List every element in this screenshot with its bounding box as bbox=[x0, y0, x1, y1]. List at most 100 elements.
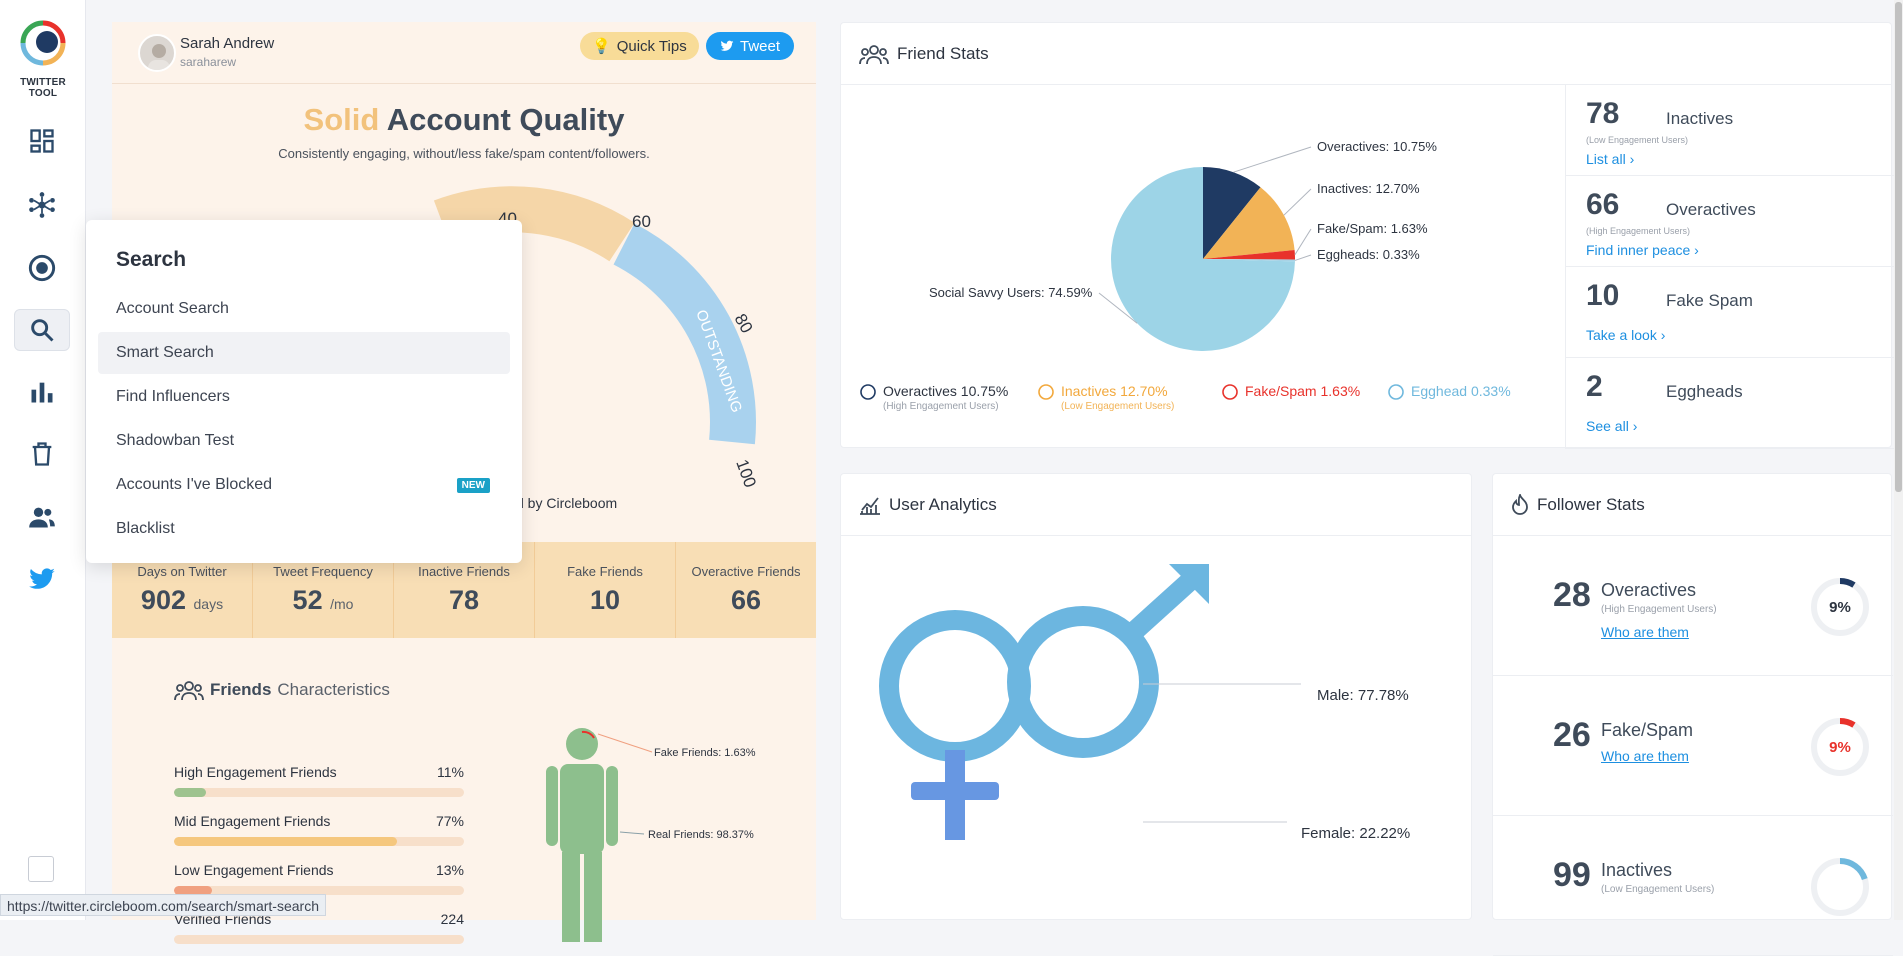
stat-unit: /mo bbox=[330, 596, 354, 612]
stat-cell: Tweet Frequency 52 /mo bbox=[253, 542, 394, 638]
summary-count: 78 bbox=[1586, 97, 1620, 130]
real-friends-label: Real Friends: 98.37% bbox=[648, 829, 754, 841]
legend-label: Overactives 10.75% bbox=[883, 383, 1009, 399]
dropdown-title: Search bbox=[116, 248, 187, 271]
quality-level: Solid bbox=[303, 102, 380, 137]
bar-value: 11% bbox=[437, 764, 464, 780]
nav-dashboard[interactable] bbox=[14, 120, 70, 162]
gauge-band-solid bbox=[433, 186, 635, 262]
gauge-tick: 100 bbox=[732, 457, 760, 490]
egg-icon bbox=[1388, 384, 1404, 400]
legend-text: Fake/Spam 1.63% bbox=[1245, 383, 1360, 399]
summary-item: 78 Inactives (Low Engagement Users) List al… bbox=[1566, 85, 1894, 176]
pie-slice[interactable] bbox=[1111, 167, 1295, 351]
friends-characteristics-title: Friends Characteristics bbox=[174, 678, 390, 702]
nav-delete[interactable] bbox=[14, 433, 70, 475]
follower-stats-header: Follower Stats bbox=[1493, 474, 1891, 536]
flame-icon bbox=[1512, 493, 1528, 515]
follower-count: 26 bbox=[1553, 716, 1591, 754]
menu-item-label: Blacklist bbox=[116, 520, 175, 537]
friends-group-icon bbox=[859, 44, 889, 64]
pie-slice[interactable] bbox=[1203, 167, 1261, 259]
stat-cell: Inactive Friends 78 bbox=[394, 542, 535, 638]
summary-count: 10 bbox=[1586, 279, 1620, 312]
bar-fill bbox=[174, 788, 206, 797]
friend-stats-pie: Overactives: 10.75% Inactives: 12.70% Fake… bbox=[929, 139, 1437, 351]
summary-link[interactable]: See all › bbox=[1586, 418, 1638, 434]
stat-label: Fake Friends bbox=[567, 564, 643, 579]
engagement-bar-row: High Engagement Friends 11% bbox=[174, 764, 464, 797]
trash-icon bbox=[32, 442, 52, 466]
page-scrollbar[interactable] bbox=[1894, 0, 1903, 920]
nav-analytics[interactable] bbox=[14, 371, 70, 413]
follower-stats-card: Follower Stats 28 Overactives (High Engage… bbox=[1492, 473, 1893, 956]
app-logo[interactable]: TWITTER TOOL bbox=[12, 20, 74, 99]
nav-users[interactable] bbox=[14, 496, 70, 538]
quick-tips-button[interactable]: 💡 Quick Tips bbox=[580, 32, 699, 60]
summary-link[interactable]: Take a look › bbox=[1586, 327, 1666, 343]
who-are-them-link[interactable]: Who are them bbox=[1601, 748, 1689, 764]
summary-name: Fake Spam bbox=[1666, 291, 1753, 310]
summary-name: Inactives bbox=[1666, 109, 1734, 128]
tweet-button[interactable]: Tweet bbox=[706, 32, 795, 60]
search-dropdown: Search Account Search Smart Search Find … bbox=[86, 220, 522, 563]
stat-number: 52 bbox=[292, 585, 323, 615]
stat-number: 66 bbox=[730, 585, 762, 615]
menu-account-search[interactable]: Account Search bbox=[98, 288, 510, 330]
card-title: Follower Stats bbox=[1537, 494, 1645, 514]
who-are-them-link[interactable]: Who are them bbox=[1601, 624, 1689, 640]
menu-item-label: Account Search bbox=[116, 300, 229, 317]
menu-item-label: Find Influencers bbox=[116, 388, 230, 405]
summary-link[interactable]: List all › bbox=[1586, 151, 1635, 167]
pie-label: Overactives: 10.75% bbox=[1317, 139, 1437, 154]
twitter-bird-icon bbox=[720, 40, 734, 51]
profile-header: Sarah Andrew saraharew 💡 Quick Tips Twee… bbox=[112, 22, 816, 84]
menu-item-label: Smart Search bbox=[116, 344, 214, 361]
legend-sub: (Low Engagement Users) bbox=[1061, 401, 1175, 412]
stat-label: Inactive Friends bbox=[418, 564, 510, 579]
scrollbar-thumb[interactable] bbox=[1895, 2, 1902, 492]
menu-find-influencers[interactable]: Find Influencers bbox=[98, 376, 510, 418]
profile-handle: saraharew bbox=[180, 55, 237, 69]
nav-search[interactable] bbox=[14, 309, 70, 351]
bar-value: 77% bbox=[435, 813, 464, 829]
bar-fill bbox=[174, 886, 212, 895]
pie-slice[interactable] bbox=[1203, 187, 1295, 259]
menu-smart-search[interactable]: Smart Search bbox=[98, 332, 510, 374]
stat-unit: days bbox=[193, 596, 224, 612]
pie-slice[interactable] bbox=[1203, 250, 1295, 260]
male-symbol bbox=[1007, 606, 1159, 758]
menu-item-label: Accounts I've Blocked bbox=[116, 476, 273, 493]
status-bar-url: https://twitter.circleboom.com/search/sm… bbox=[0, 894, 326, 916]
gauge-band-outstanding bbox=[613, 223, 756, 445]
account-avatar[interactable] bbox=[28, 856, 54, 882]
female-symbol bbox=[879, 610, 1031, 762]
gauge-tick: 60 bbox=[632, 212, 651, 231]
fake-friends-label: Fake Friends: 1.63% bbox=[654, 747, 756, 759]
pie-slice[interactable] bbox=[1203, 259, 1295, 262]
female-label: Female: 22.22% bbox=[1301, 825, 1411, 842]
bar-fill bbox=[174, 837, 398, 846]
legend-label: Egghead 0.33% bbox=[1411, 383, 1511, 399]
summary-link[interactable]: Find inner peace › bbox=[1586, 242, 1699, 258]
sidebar: TWITTER TOOL bbox=[0, 0, 86, 920]
avatar[interactable] bbox=[138, 34, 176, 72]
pie-label: Inactives: 12.70% bbox=[1317, 181, 1420, 196]
nav-target[interactable] bbox=[14, 247, 70, 289]
legend-sub: (High Engagement Users) bbox=[883, 401, 999, 412]
nav-twitter[interactable] bbox=[14, 558, 70, 600]
stat-value: 902 days bbox=[112, 585, 252, 616]
menu-accounts-blocked[interactable]: Accounts I've Blocked NEW bbox=[98, 464, 510, 506]
summary-name: Eggheads bbox=[1666, 382, 1743, 401]
nav-circle[interactable] bbox=[14, 184, 70, 226]
sad-face-icon bbox=[1038, 384, 1054, 400]
legend-label: Inactives 12.70% bbox=[1061, 383, 1168, 399]
menu-shadowban-test[interactable]: Shadowban Test bbox=[98, 420, 510, 462]
follower-sub: (Low Engagement Users) bbox=[1601, 884, 1715, 895]
summary-sub: (High Engagement Users) bbox=[1586, 226, 1691, 236]
profile-name: Sarah Andrew bbox=[180, 35, 275, 52]
stat-label: Days on Twitter bbox=[137, 564, 227, 579]
angry-face-icon bbox=[1222, 384, 1238, 400]
menu-blacklist[interactable]: Blacklist bbox=[98, 508, 510, 550]
friends-group-icon bbox=[174, 681, 204, 701]
